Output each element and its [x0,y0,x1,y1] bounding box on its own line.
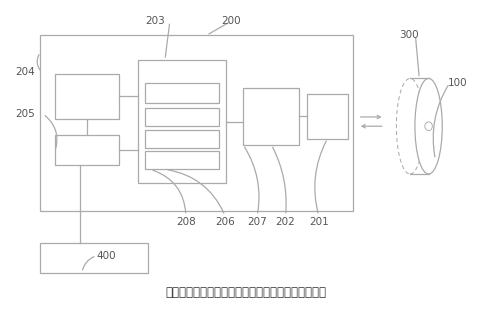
Bar [145,83,218,103]
Bar [40,243,148,273]
Bar [40,35,353,211]
Text: 202: 202 [275,217,296,227]
Bar [306,94,348,138]
Text: 204: 204 [15,67,35,77]
Ellipse shape [415,78,442,174]
Bar [55,136,118,165]
Bar [138,60,226,183]
Text: 208: 208 [176,217,196,227]
Text: 207: 207 [247,217,267,227]
Bar [243,88,299,145]
Text: 203: 203 [145,16,165,26]
Text: 201: 201 [309,217,328,227]
Text: 206: 206 [215,217,235,227]
Bar [55,74,118,118]
Text: 400: 400 [97,251,116,261]
Text: 205: 205 [15,109,35,119]
Text: 300: 300 [399,30,419,40]
Bar [145,130,218,148]
Bar [145,151,218,169]
Text: 100: 100 [448,78,468,88]
Text: 200: 200 [221,16,241,26]
Bar [145,108,218,126]
Text: 图为本实用新型实施例燃气表电感采样装置的示意图: 图为本实用新型实施例燃气表电感采样装置的示意图 [165,286,326,299]
